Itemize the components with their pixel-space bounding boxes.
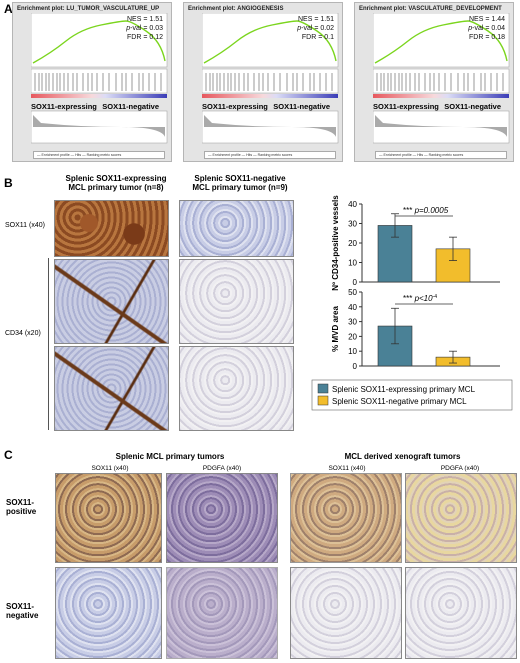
gsea-curve-area [373,13,510,144]
panel-b-letter: B [4,176,13,190]
panel-a-letter: A [4,2,13,16]
ihc-cd34-expressing-1 [54,259,169,344]
enrichment-curve [32,20,166,64]
gsea-legend: — Enrichment profile — Hits — Ranking me… [33,151,165,159]
ihc-cd34-negative-1 [179,259,294,344]
c-img-xeno-pos-sox11 [290,473,402,563]
gsea-plot-1: Enrichment plot: LU_TUMOR_VASCULATURE_UP… [12,2,172,162]
nes-value: NES = 1.51 [298,16,334,23]
c-img-sox11-pos-sox11 [55,473,162,563]
y-tick-label: 20 [348,332,357,341]
c-img-sox11-neg-pdgfa [166,567,278,659]
c-img-xeno-neg-sox11 [290,567,402,659]
panel-b-col1-header: Splenic SOX11-expressing MCL primary tum… [65,174,167,192]
c-img-sox11-neg-sox11 [55,567,162,659]
pval-value: p-val = 0.03 [126,25,163,32]
c-row1-label: SOX11- positive [6,498,37,516]
c-col3: SOX11 (x40) [328,465,366,472]
enrichment-curve [203,20,337,64]
legend-swatch [317,383,329,394]
y-axis-label: Nº CD34-positive vessels [331,195,340,291]
significance-stars: *** [403,206,415,215]
panel-b-row1-label: SOX11 (x40) [5,222,45,229]
gsea-plot-2: Enrichment plot: ANGIOGENESIS NES = 1.51… [183,2,343,162]
y-tick-label: 30 [348,318,357,327]
y-tick-label: 10 [348,259,357,268]
panel-b-row2-label: CD34 (x20) [5,330,41,337]
enrichment-curve [374,20,508,64]
group2-title: MCL derived xenograft tumors [344,452,461,461]
ihc-sox11-negative [179,200,294,257]
fdr-value: FDR = 0.1 [301,34,334,41]
label-sox11-expressing: SOX11-expressing [202,102,268,111]
significance-label: *** p<10-4 [403,294,437,303]
pval-value: p-val = 0.02 [297,25,334,32]
gsea-legend: — Enrichment profile — Hits — Ranking me… [204,151,336,159]
gsea-plot-3: Enrichment plot: VASCULATURE_DEVELOPMENT… [354,2,514,162]
y-tick-label: 20 [348,239,357,248]
c-col1: SOX11 (x40) [91,465,129,472]
fdr-value: FDR = 0.12 [127,34,163,41]
gsea-stats: NES = 1.51 p-val = 0.03 FDR = 0.12 [126,15,163,42]
ihc-cd34-negative-2 [179,346,294,431]
pval-value: p-val = 0.04 [468,25,505,32]
legend-box [311,379,513,411]
c-col2: PDGFA (x40) [202,465,242,472]
c-img-xeno-neg-pdgfa [405,567,517,659]
gsea-curve-area [202,13,339,144]
gsea-legend: — Enrichment profile — Hits — Ranking me… [375,151,507,159]
gsea-title: Enrichment plot: ANGIOGENESIS [188,6,284,12]
label-sox11-expressing: SOX11-expressing [373,102,439,111]
gsea-curve-area [31,13,168,144]
c-img-xeno-pos-pdgfa [405,473,517,563]
y-axis-label: % MVD area [331,306,340,352]
hits-ticks [205,73,333,91]
gsea-title: Enrichment plot: LU_TUMOR_VASCULATURE_UP [17,6,160,12]
label-sox11-negative: SOX11-negative [273,102,330,111]
fdr-value: FDR = 0.18 [469,34,505,41]
significance-exp: -4 [433,294,438,300]
significance-p: p<10 [414,294,434,303]
y-tick-label: 40 [348,303,357,312]
row2-bracket [48,258,49,430]
c-img-sox11-pos-pdgfa [166,473,278,563]
group1-title: Splenic MCL primary tumors [115,452,225,461]
gsea-stats: NES = 1.51 p-val = 0.02 FDR = 0.1 [297,15,334,42]
ihc-cd34-expressing-2 [54,346,169,431]
gsea-stats: NES = 1.44 p-val = 0.04 FDR = 0.18 [468,15,505,42]
label-sox11-negative: SOX11-negative [102,102,159,111]
y-tick-label: 30 [348,220,357,229]
y-tick-label: 40 [348,200,357,209]
ihc-sox11-expressing [54,200,169,257]
legend-label: Splenic SOX11-expressing primary MCL [332,385,476,394]
legend-swatch [317,395,329,406]
nes-value: NES = 1.44 [469,16,505,23]
c-row2-label: SOX11- negative [6,602,39,620]
y-tick-label: 0 [353,278,358,287]
panel-b-col2-header: Splenic SOX11-negative MCL primary tumor… [192,174,288,192]
significance-label: *** p=0.0005 [403,206,449,215]
significance-p: p=0.0005 [414,206,449,215]
y-tick-label: 0 [353,362,358,371]
label-sox11-expressing: SOX11-expressing [31,102,97,111]
gsea-title: Enrichment plot: VASCULATURE_DEVELOPMENT [359,6,502,12]
label-sox11-negative: SOX11-negative [444,102,501,111]
bar-charts: 0 10 20 30 40 *** p=0.0005 Nº CD34-positive ve… [311,195,513,411]
nes-value: NES = 1.51 [127,16,163,23]
c-col4: PDGFA (x40) [440,465,480,472]
hits-ticks [376,73,504,91]
y-tick-label: 50 [348,288,357,297]
legend-label: Splenic SOX11-negative primary MCL [332,397,467,406]
significance-stars: *** [403,294,415,303]
hits-ticks [34,73,162,91]
y-tick-label: 10 [348,347,357,356]
panel-c-letter: C [4,448,13,462]
